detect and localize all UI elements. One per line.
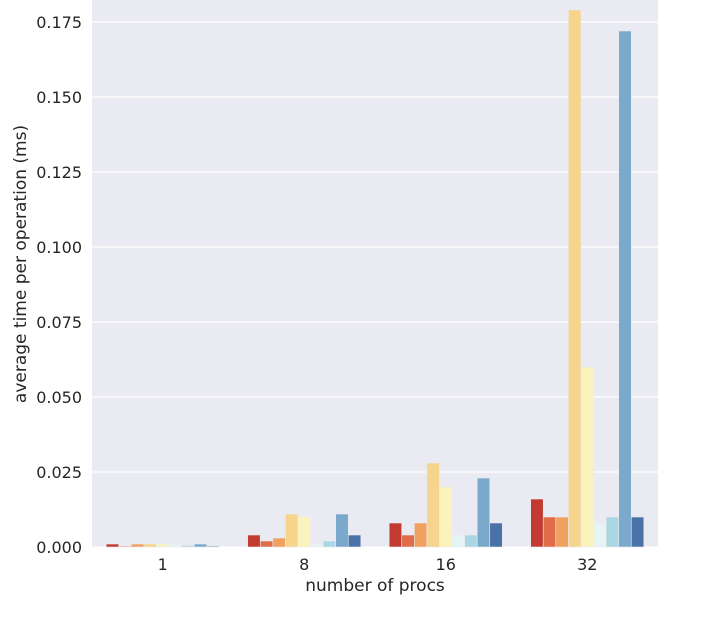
bar-16-series-8 bbox=[476, 477, 491, 548]
bar-1-series-5 bbox=[156, 543, 170, 548]
bar-32-series-9 bbox=[630, 516, 645, 548]
bar-8-series-7 bbox=[322, 540, 336, 548]
bar-1-series-8 bbox=[193, 543, 208, 548]
x-axis-ticks: 1 8 16 32 bbox=[158, 555, 598, 574]
y-tick-label: 0.025 bbox=[36, 463, 82, 482]
bar-1-series-6 bbox=[168, 543, 182, 548]
bars bbox=[105, 9, 645, 548]
bar-32-series-5 bbox=[580, 366, 594, 548]
y-tick-label: 0.075 bbox=[36, 313, 82, 332]
x-tick-label: 32 bbox=[577, 555, 597, 574]
bar-8-series-8 bbox=[335, 513, 349, 548]
bar-8-series-5 bbox=[297, 516, 311, 548]
plot-background bbox=[92, 0, 658, 547]
bar-32-series-8 bbox=[618, 30, 632, 548]
bar-16-series-2 bbox=[401, 534, 415, 548]
bar-1-series-7 bbox=[181, 545, 195, 548]
bar-32-series-3 bbox=[555, 516, 569, 548]
y-tick-label: 0.000 bbox=[36, 538, 82, 557]
x-tick-label: 16 bbox=[436, 555, 456, 574]
bar-16-series-7 bbox=[464, 534, 478, 548]
bar-32-series-7 bbox=[605, 516, 619, 548]
bar-16-series-4 bbox=[426, 462, 440, 548]
bar-8-series-2 bbox=[259, 540, 274, 548]
bar-8-series-1 bbox=[247, 534, 261, 548]
bar-16-series-3 bbox=[414, 522, 428, 548]
bar-1-series-2 bbox=[118, 545, 132, 548]
bar-32-series-2 bbox=[542, 516, 557, 548]
x-axis-label: number of procs bbox=[305, 576, 445, 596]
bar-32-series-4 bbox=[568, 9, 582, 548]
bar-8-series-3 bbox=[272, 537, 286, 548]
bar-16-series-6 bbox=[451, 534, 465, 548]
bar-32-series-1 bbox=[530, 498, 544, 548]
bar-1-series-3 bbox=[131, 543, 145, 548]
bar-16-series-1 bbox=[388, 522, 403, 548]
bar-1-series-9 bbox=[206, 545, 220, 548]
bar-16-series-9 bbox=[489, 522, 503, 548]
bar-8-series-6 bbox=[310, 543, 324, 548]
bar-1-series-4 bbox=[143, 543, 157, 548]
x-tick-label: 8 bbox=[299, 555, 309, 574]
y-axis-ticks: 0.000 0.025 0.050 0.075 0.100 0.125 0.150 0.175 bbox=[36, 13, 82, 557]
x-tick-label: 1 bbox=[158, 555, 168, 574]
bar-1-series-1 bbox=[105, 543, 120, 548]
y-tick-label: 0.100 bbox=[36, 238, 82, 257]
bar-8-series-9 bbox=[347, 534, 362, 548]
bar-16-series-5 bbox=[439, 486, 453, 548]
y-tick-label: 0.175 bbox=[36, 13, 82, 32]
bar-8-series-4 bbox=[285, 513, 299, 548]
y-tick-label: 0.125 bbox=[36, 163, 82, 182]
y-tick-label: 0.050 bbox=[36, 388, 82, 407]
y-axis-label: average time per operation (ms) bbox=[11, 125, 31, 403]
bar-32-series-6 bbox=[593, 522, 607, 548]
y-tick-label: 0.150 bbox=[36, 88, 82, 107]
